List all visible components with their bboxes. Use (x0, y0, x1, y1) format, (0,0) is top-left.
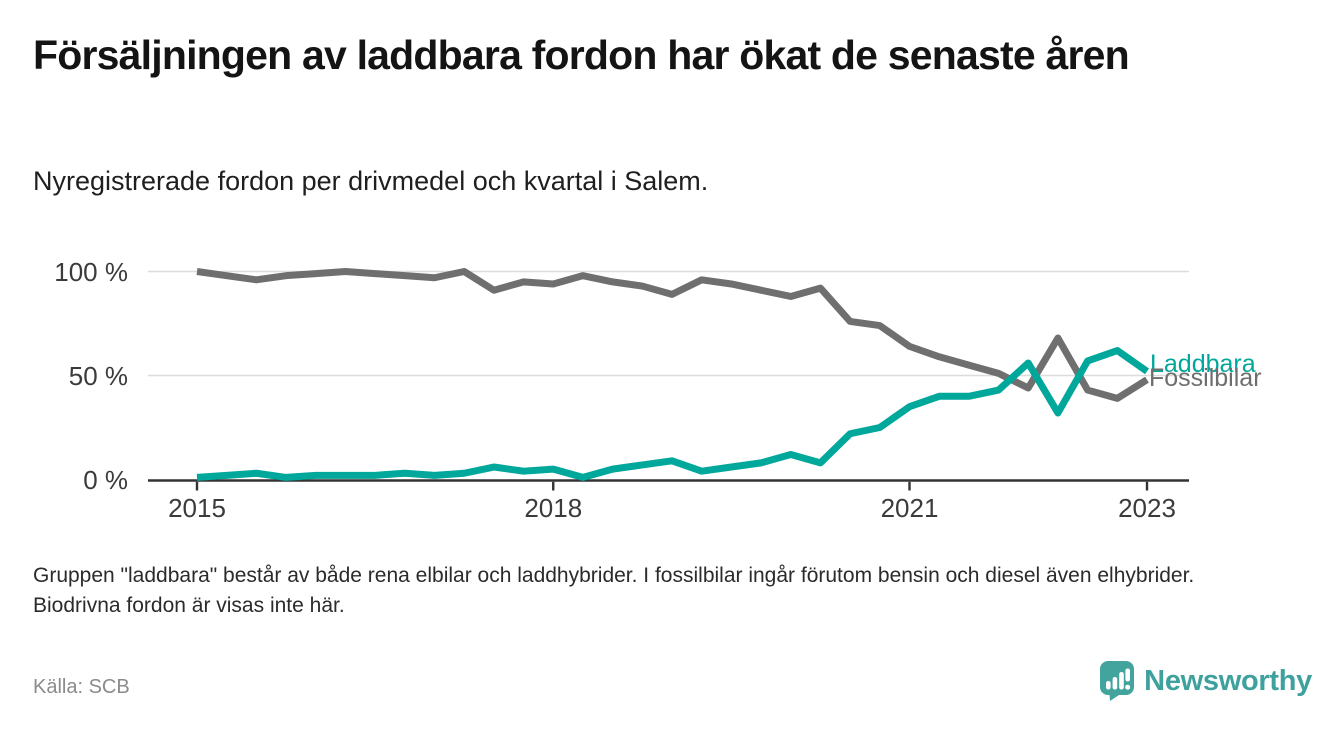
series-label-laddbara: Laddbara (1150, 350, 1256, 378)
x-tick-label-2018: 2018 (524, 493, 583, 523)
page-title: Försäljningen av laddbara fordon har öka… (33, 32, 1130, 78)
y-tick-label-50: 50 % (68, 360, 128, 391)
series-line-fossilbilar (196, 268, 1149, 402)
series-line-laddbara (196, 347, 1150, 481)
y-tick-label-0: 0 % (83, 464, 128, 495)
series-label-fossilbilar: Fossilbilar (1149, 364, 1262, 392)
newsworthy-logo-text: Newsworthy (1144, 664, 1312, 697)
newsworthy-badge-icon (1100, 661, 1135, 701)
footnote: Gruppen "laddbara" består av både rena e… (33, 564, 1195, 617)
x-tick-label-2015: 2015 (168, 493, 226, 523)
x-tick-label-2021: 2021 (880, 493, 939, 523)
newsworthy-logo: Newsworthy (1100, 660, 1312, 702)
chart-subtitle: Nyregistrerade fordon per drivmedel och … (33, 166, 709, 196)
source-credit: Källa: SCB (33, 676, 130, 698)
y-tick-label-100: 100 % (54, 256, 128, 287)
x-tick-label-2023: 2023 (1118, 493, 1176, 523)
